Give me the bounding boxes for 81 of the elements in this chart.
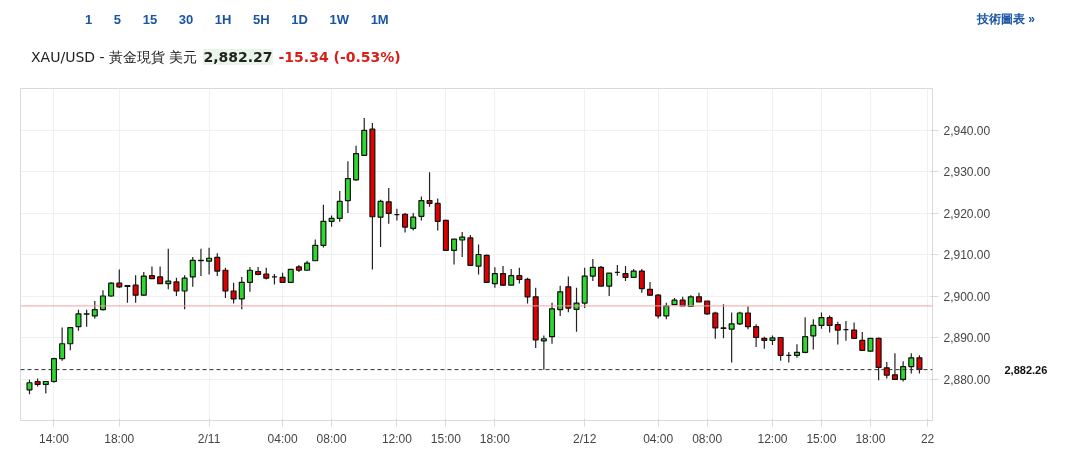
y-tick-label: 2,890.00 (943, 331, 991, 345)
candlestick (491, 266, 498, 289)
candlestick (189, 256, 196, 288)
candlestick (475, 243, 482, 276)
x-tick-label: 2/11 (197, 431, 221, 446)
ref-line-label: 2,882.26 (1004, 363, 1048, 376)
candlestick (810, 318, 817, 351)
candlestick (744, 305, 752, 330)
candlestick (451, 238, 458, 266)
candlestick (59, 326, 66, 362)
candlestick (132, 274, 139, 304)
x-tick-label: 04:00 (643, 431, 674, 446)
candlestick (859, 331, 866, 351)
candlestick (165, 248, 172, 290)
x-tick-label: 22 (920, 431, 935, 446)
candlestick (181, 274, 188, 310)
candlestick (565, 275, 572, 313)
x-tick-label: 18:00 (855, 431, 886, 446)
x-tick-label: 12:00 (757, 431, 788, 446)
candlestick (712, 311, 719, 340)
candlestick (214, 252, 221, 277)
candlestick (230, 282, 237, 305)
candlestick (434, 197, 441, 232)
y-tick-label: 2,920.00 (943, 206, 991, 221)
candlestick (148, 265, 155, 280)
candlestick (655, 293, 662, 320)
candlestick (75, 309, 82, 332)
text: 技術圖表 » (976, 12, 1035, 26)
chart-title: XAU/USD - 黃金現貨 美元 (31, 49, 198, 65)
candlestick (67, 326, 74, 351)
candlestick (793, 343, 801, 359)
candlestick (336, 190, 343, 223)
text: -15.34 (-0.53%) (278, 49, 401, 65)
candlestick (246, 266, 253, 293)
y-tick-label: 2,900.00 (943, 289, 991, 304)
x-tick-label: 04:00 (267, 431, 298, 446)
candlestick (834, 321, 841, 346)
candlestick (908, 352, 915, 375)
candlestick (402, 212, 409, 234)
x-tick-label: 18:00 (479, 431, 511, 446)
x-tick-label: 08:00 (692, 431, 723, 446)
candlestick (50, 357, 58, 384)
candlestick (638, 268, 645, 294)
candlestick (418, 195, 425, 222)
candlestick (157, 265, 164, 285)
candlestick (459, 231, 466, 258)
candlestick (524, 277, 531, 305)
x-tick-label: 15:00 (806, 431, 837, 446)
y-tick-label: 2,940.00 (943, 123, 991, 138)
candlestick (728, 312, 735, 363)
candlestick (377, 199, 384, 248)
x-tick-label: 12:00 (381, 431, 413, 446)
x-tick-label: 14:00 (38, 431, 70, 446)
candlestick (589, 258, 596, 282)
text: 2,882.27 (203, 49, 273, 65)
candlestick (720, 303, 727, 339)
y-tick-label: 2,910.00 (943, 248, 991, 262)
x-tick-label: 18:00 (104, 431, 135, 446)
candlestick (206, 247, 213, 276)
candlestick (140, 271, 147, 297)
candlestick (312, 238, 319, 262)
candlestick (540, 334, 547, 371)
candlestick (173, 277, 180, 297)
candlestick (385, 187, 392, 225)
x-tick-label: 15:00 (430, 431, 462, 446)
candlestick (802, 316, 809, 354)
candlestick (238, 276, 245, 310)
candlestick (753, 323, 760, 348)
candlestick (891, 352, 898, 381)
candlestick (597, 265, 605, 287)
candlestick (426, 171, 433, 208)
x-tick-label: 08:00 (316, 431, 347, 446)
text: 1 5 15 30 1H 5H 1D 1W 1M (85, 12, 389, 27)
candlestick (916, 354, 923, 375)
candlestick (222, 267, 229, 299)
candlestick (606, 272, 613, 297)
candlestick (777, 336, 784, 362)
x-tick-label: 2/12 (573, 431, 597, 446)
candlestick (344, 160, 351, 214)
y-tick-label: 2,880.00 (943, 372, 991, 387)
y-tick-label: 2,930.00 (943, 165, 991, 179)
